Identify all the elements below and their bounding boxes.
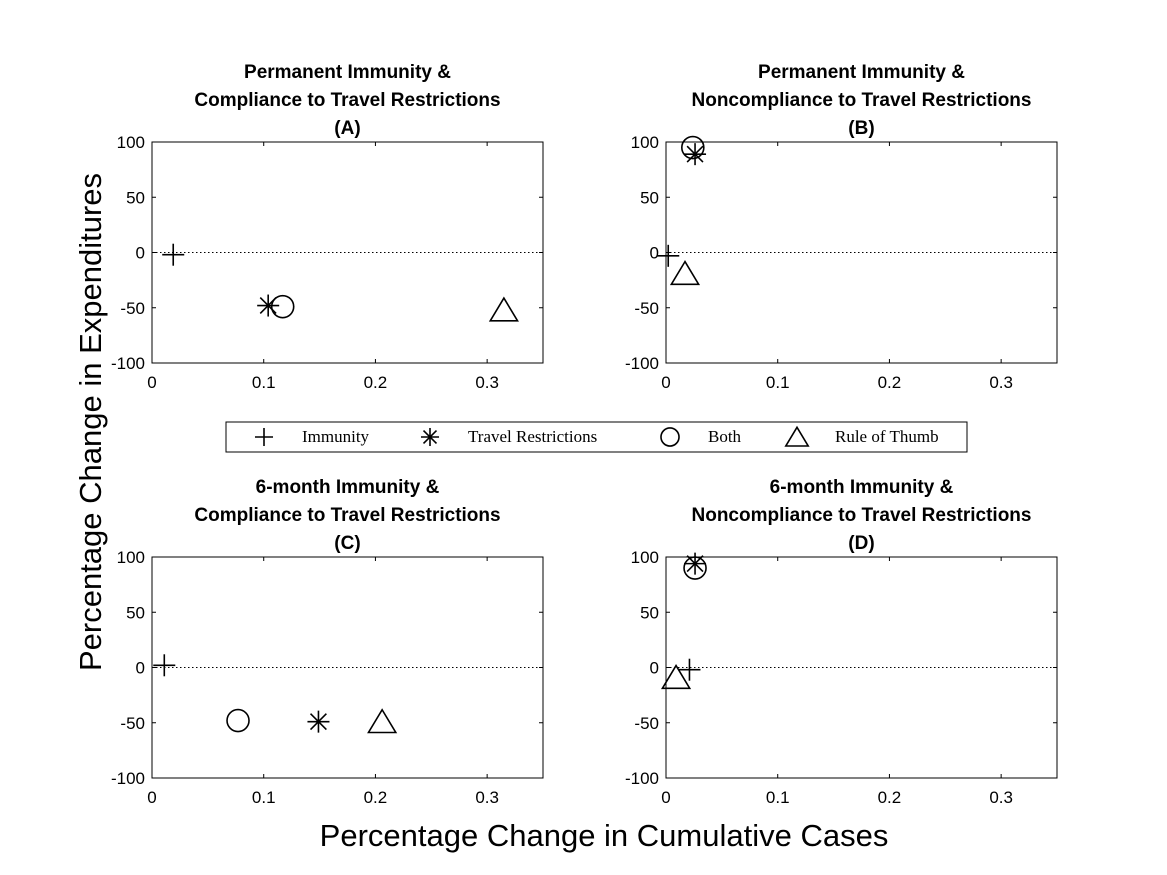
x-tick-label: 0.1: [252, 373, 276, 392]
y-tick-label: 50: [640, 603, 659, 622]
panels: Permanent Immunity & Compliance to Travel…: [111, 62, 1058, 807]
point-circle-marker: [270, 294, 295, 319]
panel-title-line: Permanent Immunity &: [758, 62, 965, 83]
panel-title-line: Noncompliance to Travel Restrictions: [692, 90, 1032, 111]
y-tick-label: -50: [634, 714, 659, 733]
x-tick-label: 0: [147, 373, 156, 392]
point-triangle-marker: [367, 708, 398, 734]
panel-a: Permanent Immunity & Compliance to Travel…: [111, 62, 544, 392]
y-tick-label: 0: [136, 244, 145, 263]
panel-c: 6-month Immunity & Compliance to Travel R…: [111, 477, 544, 807]
point-circle-marker: [683, 556, 707, 580]
y-tick-label: 0: [136, 659, 145, 678]
x-tick-label: 0.3: [989, 788, 1013, 807]
legend-circle-icon: [660, 427, 680, 447]
x-tick-label: 0.2: [878, 788, 902, 807]
y-tick-label: 50: [126, 188, 145, 207]
point-triangle-marker: [660, 663, 692, 690]
x-tick-label: 0: [661, 788, 670, 807]
panel-title-line: (D): [848, 533, 874, 554]
point-plus-marker: [153, 654, 176, 677]
panel-title-line: (A): [334, 118, 360, 139]
y-tick-label: 50: [126, 603, 145, 622]
panel-title-line: (B): [848, 118, 874, 139]
x-axis-label: Percentage Change in Cumulative Cases: [320, 818, 889, 853]
x-tick-label: 0: [661, 373, 670, 392]
legend-entry-label: Rule of Thumb: [835, 427, 939, 446]
y-tick-label: -100: [625, 354, 659, 373]
point-circle-marker: [681, 135, 705, 160]
panel-title-line: Permanent Immunity &: [244, 62, 451, 83]
point-triangle-marker: [488, 296, 519, 322]
legend-entry-label: Immunity: [302, 427, 370, 446]
y-tick-label: -50: [634, 299, 659, 318]
legend-triangle-icon: [784, 425, 810, 447]
point-plus-marker: [657, 244, 680, 267]
point-asterisk-marker: [684, 552, 707, 575]
panel-title-line: (C): [334, 533, 360, 554]
panel-title-line: 6-month Immunity &: [256, 477, 440, 498]
y-tick-label: -100: [111, 354, 145, 373]
panel-d: 6-month Immunity & Noncompliance to Trave…: [625, 477, 1058, 807]
legend-asterisk-icon: [420, 427, 440, 447]
legend: Immunity Travel Restrictions Both Rule of T…: [225, 421, 968, 453]
x-tick-label: 0: [147, 788, 156, 807]
point-asterisk-marker: [307, 710, 330, 733]
x-tick-label: 0.2: [878, 373, 902, 392]
y-tick-label: 100: [117, 548, 145, 567]
y-tick-label: 50: [640, 188, 659, 207]
point-circle-marker: [226, 708, 250, 733]
point-plus-marker: [162, 243, 185, 266]
y-tick-label: -100: [111, 769, 145, 788]
x-tick-label: 0.1: [252, 788, 276, 807]
y-tick-label: 0: [650, 244, 659, 263]
legend-plus-icon: [254, 427, 274, 447]
panel-title-line: Compliance to Travel Restrictions: [194, 90, 500, 111]
x-tick-label: 0.3: [989, 373, 1013, 392]
legend-entry-label: Travel Restrictions: [468, 427, 597, 446]
y-tick-label: -50: [120, 714, 145, 733]
y-tick-label: 0: [650, 659, 659, 678]
y-tick-label: 100: [117, 133, 145, 152]
x-tick-label: 0.2: [364, 373, 388, 392]
x-tick-label: 0.3: [475, 373, 499, 392]
x-tick-label: 0.2: [364, 788, 388, 807]
y-tick-label: -100: [625, 769, 659, 788]
point-asterisk-marker: [684, 143, 707, 166]
panel-title-line: 6-month Immunity &: [770, 477, 954, 498]
panel-title-line: Compliance to Travel Restrictions: [194, 505, 500, 526]
x-tick-label: 0.1: [766, 788, 790, 807]
legend-entry-label: Both: [708, 427, 742, 446]
x-tick-label: 0.3: [475, 788, 499, 807]
point-plus-marker: [678, 658, 701, 681]
legend-box: [225, 421, 968, 453]
point-triangle-marker: [669, 260, 701, 286]
panel-title-line: Noncompliance to Travel Restrictions: [692, 505, 1032, 526]
x-tick-label: 0.1: [766, 373, 790, 392]
panel-b: Permanent Immunity & Noncompliance to Tra…: [625, 62, 1058, 392]
y-tick-label: 100: [631, 133, 659, 152]
y-tick-label: -50: [120, 299, 145, 318]
y-axis-label: Percentage Change in Expenditures: [73, 173, 108, 671]
y-tick-label: 100: [631, 548, 659, 567]
